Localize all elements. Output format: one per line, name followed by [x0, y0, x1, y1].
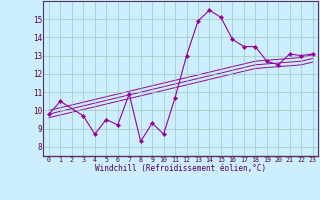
X-axis label: Windchill (Refroidissement éolien,°C): Windchill (Refroidissement éolien,°C) — [95, 164, 266, 174]
